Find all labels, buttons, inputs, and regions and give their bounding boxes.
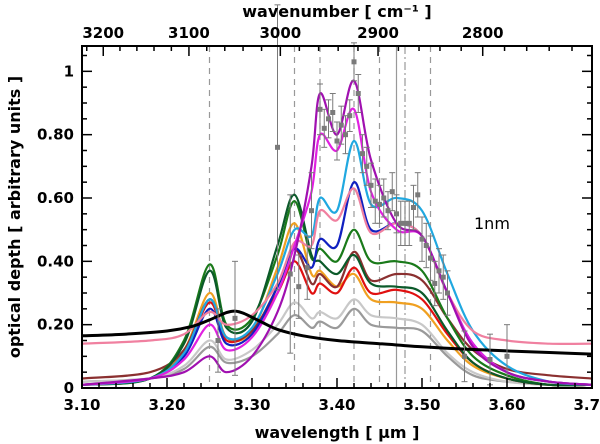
observed-point (287, 194, 294, 354)
x-tick-label: 3.60 (488, 396, 525, 414)
series-line-light-gray (82, 298, 592, 387)
top-axis-tick-labels: 3200 3100 3000 2900 2800 (82, 24, 503, 42)
observed-point (410, 184, 417, 231)
observed-point (304, 235, 311, 300)
y-tick-label: 0 (64, 379, 74, 397)
observed-point (427, 235, 434, 281)
observed-point (436, 248, 442, 294)
observed-point (346, 99, 353, 132)
observed-point (355, 74, 362, 113)
x2-tick-label: 2800 (462, 24, 504, 42)
y-tick-label: 0.80 (37, 126, 74, 144)
y-axis-label: optical depth [ arbitrary units ] (5, 76, 24, 358)
y-tick-label: 0.20 (37, 316, 74, 334)
observed-point (329, 93, 336, 132)
observed-point (423, 222, 430, 269)
observed-point (368, 162, 374, 208)
observed-point (317, 83, 323, 136)
series-line-sky-blue (82, 139, 592, 386)
observed-point (338, 105, 345, 145)
observed-point (363, 146, 370, 186)
observed-point (325, 99, 332, 139)
observed-point (321, 108, 328, 148)
observed-point (380, 178, 387, 218)
observed-point (308, 172, 315, 250)
x-tick-label: 3.50 (403, 396, 440, 414)
observed-point (295, 254, 302, 319)
observed-point (440, 254, 447, 300)
x2-tick-label: 3100 (168, 24, 210, 42)
observed-point (215, 308, 221, 373)
top-axis-label: wavenumber [ cm⁻¹ ] (242, 2, 431, 21)
series-line-magenta (82, 107, 592, 386)
series-line-gray (82, 307, 592, 387)
observed-point (431, 260, 438, 307)
observed-point (406, 200, 413, 246)
observed-point (414, 172, 421, 218)
observed-point (444, 270, 451, 316)
y-tick-label: 0.40 (37, 252, 74, 270)
y-tick-label: 0.60 (37, 189, 74, 207)
x-tick-label: 3.10 (63, 396, 100, 414)
observed-point (376, 184, 383, 224)
observed-point (232, 260, 238, 376)
axis-ticks (81, 46, 593, 389)
x-tick-labels: 3.10 3.20 3.30 3.40 3.50 3.60 3.70 (63, 396, 600, 414)
series-line-dark-green (82, 193, 592, 387)
x-tick-label: 3.20 (148, 396, 185, 414)
x-tick-label: 3.30 (233, 396, 270, 414)
x-tick-label: 3.40 (318, 396, 355, 414)
x2-tick-label: 2900 (357, 24, 399, 42)
y-tick-label: 1 (64, 62, 74, 80)
observed-data-points (215, 4, 510, 389)
x-tick-label: 3.70 (573, 396, 600, 414)
annotation-label: 1nm (474, 214, 510, 233)
series-line-pink (82, 187, 592, 346)
observed-point (351, 42, 357, 82)
x-axis-label: wavelength [ µm ] (255, 423, 420, 442)
series-line-purple (82, 79, 592, 386)
series-line-black (82, 309, 592, 356)
x2-tick-label: 3200 (82, 24, 124, 42)
observed-point (419, 216, 425, 262)
x2-tick-label: 3000 (259, 24, 301, 42)
series-line-orange (82, 222, 592, 387)
y-tick-labels: 0 0.20 0.40 0.60 0.80 1 (37, 62, 74, 397)
observed-point (393, 194, 400, 234)
observed-point (359, 134, 366, 174)
model-curves (82, 79, 592, 387)
observed-point (274, 4, 281, 291)
observed-point (389, 172, 396, 212)
observed-point (461, 330, 468, 383)
observed-point (334, 121, 340, 161)
